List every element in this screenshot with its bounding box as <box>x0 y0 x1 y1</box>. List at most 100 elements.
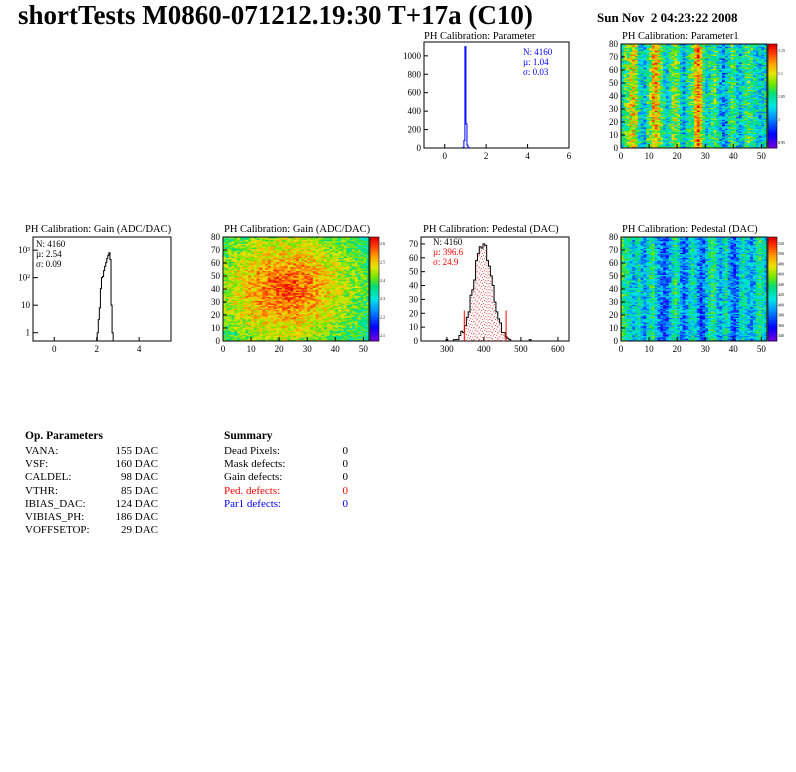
param1-map-cell <box>635 123 639 125</box>
param1-map-cell <box>671 44 675 46</box>
param1-map-cell <box>646 55 650 58</box>
param1-map-cell <box>685 71 689 73</box>
param1-map-cell <box>685 81 689 84</box>
param1-map-cell <box>696 60 700 63</box>
param1-map-cell <box>682 131 686 133</box>
param1-map-cell <box>677 73 681 76</box>
param1-map-cell <box>719 57 723 59</box>
param1-map-cell <box>677 128 681 131</box>
param1-map-cell <box>679 44 684 46</box>
param1-map-cell <box>716 73 720 76</box>
param1-map-cell <box>651 80 655 82</box>
param1-map-cell <box>635 127 639 129</box>
param1-map-cell <box>654 62 658 64</box>
param1-map-cell <box>722 110 726 112</box>
param1-map-cell <box>621 71 625 73</box>
param1-map-cell <box>640 62 644 64</box>
param1-map-cell <box>640 51 644 54</box>
param1-map-cell <box>696 124 700 127</box>
param1-map-cell <box>663 60 667 63</box>
param1-map-cell <box>671 142 675 145</box>
param1-map-cell <box>665 47 670 50</box>
param1-map-cell <box>623 101 627 103</box>
param1-map-cell <box>719 49 723 51</box>
param1-map-cell <box>637 122 641 124</box>
param-hist-stat-sigma: σ: 0.03 <box>523 67 549 77</box>
param1-map-cell <box>635 76 639 79</box>
param1-map-cell <box>674 51 678 54</box>
param1-map-cell <box>640 128 644 131</box>
param1-map-cell <box>657 81 661 84</box>
param1-map-cell <box>632 119 636 121</box>
param1-map-cell <box>699 57 703 59</box>
param1-map-cell <box>722 58 726 60</box>
param1-map-cell <box>716 142 720 145</box>
param1-map-cell <box>719 101 723 103</box>
param1-map-cell <box>668 132 672 134</box>
param1-map-cell <box>621 51 625 54</box>
param1-map-cell <box>643 64 647 67</box>
param1-map-cell <box>637 49 641 51</box>
param1-map-cell <box>635 83 639 85</box>
param1-map-cell <box>654 133 658 136</box>
param1-map-cell <box>635 144 639 146</box>
param1-map-cell <box>654 131 658 133</box>
param1-map-cell <box>649 105 653 107</box>
param1-map-cell <box>688 44 692 46</box>
param1-map-cell <box>660 62 664 64</box>
param1-map-cell <box>716 125 720 128</box>
param1-map-cell <box>691 54 695 56</box>
param1-map-cell <box>708 72 712 75</box>
param1-map-cell <box>682 122 686 124</box>
param1-map-cell <box>710 111 714 114</box>
param1-map-cell <box>702 99 706 102</box>
param1-map-cell <box>679 131 684 133</box>
param1-map-cell <box>629 116 633 119</box>
param1-map-cell <box>668 63 672 66</box>
param1-map-cell <box>696 111 700 114</box>
param1-map-cell <box>623 103 627 106</box>
param1-map-cell <box>629 105 633 107</box>
param1-map-cell <box>722 70 726 72</box>
param1-map-cell <box>654 72 658 75</box>
param1-map-cell <box>705 131 709 133</box>
param1-map-cell <box>713 123 717 125</box>
param1-map-cell <box>660 94 664 97</box>
param1-map-cell <box>623 72 627 75</box>
param1-map-cell <box>688 131 692 133</box>
param1-map-cell <box>716 93 720 95</box>
param1-map-cell <box>646 72 650 75</box>
param1-map-cell <box>651 99 655 102</box>
param1-map-cell <box>710 99 714 102</box>
param1-map-cell <box>705 92 709 94</box>
param1-map-cell <box>719 89 723 92</box>
param1-map-cell <box>643 116 647 119</box>
param1-map-zscale-step <box>768 142 777 146</box>
param1-map-cell <box>646 57 650 59</box>
param1-map-cell <box>688 51 692 54</box>
param1-map-cell <box>668 59 672 62</box>
param1-map-cell <box>671 86 675 89</box>
param1-map-cell <box>640 142 644 145</box>
param1-map-cell <box>710 64 714 67</box>
param1-map-cell <box>623 118 627 120</box>
param1-map-cell <box>710 132 714 134</box>
param1-map-cell <box>710 133 714 136</box>
param1-map-cell <box>705 105 709 107</box>
param1-map-cell <box>629 90 633 93</box>
param1-map-cell <box>685 127 689 129</box>
param1-map-cell <box>657 96 661 98</box>
param1-map-cell <box>710 129 714 132</box>
param1-map-cell <box>623 59 627 62</box>
param1-map-cell <box>699 62 703 64</box>
param1-map-cell <box>688 98 692 101</box>
param1-map-cell <box>677 125 681 128</box>
param1-map-cell <box>663 50 667 53</box>
param1-map-cell <box>640 92 644 94</box>
param1-map-cell <box>685 76 689 79</box>
param1-map-cell <box>660 112 664 115</box>
param1-map-cell <box>722 135 726 137</box>
param1-map-cell <box>668 94 672 97</box>
param1-map-cell <box>671 68 675 71</box>
param1-map-cell <box>719 70 723 72</box>
